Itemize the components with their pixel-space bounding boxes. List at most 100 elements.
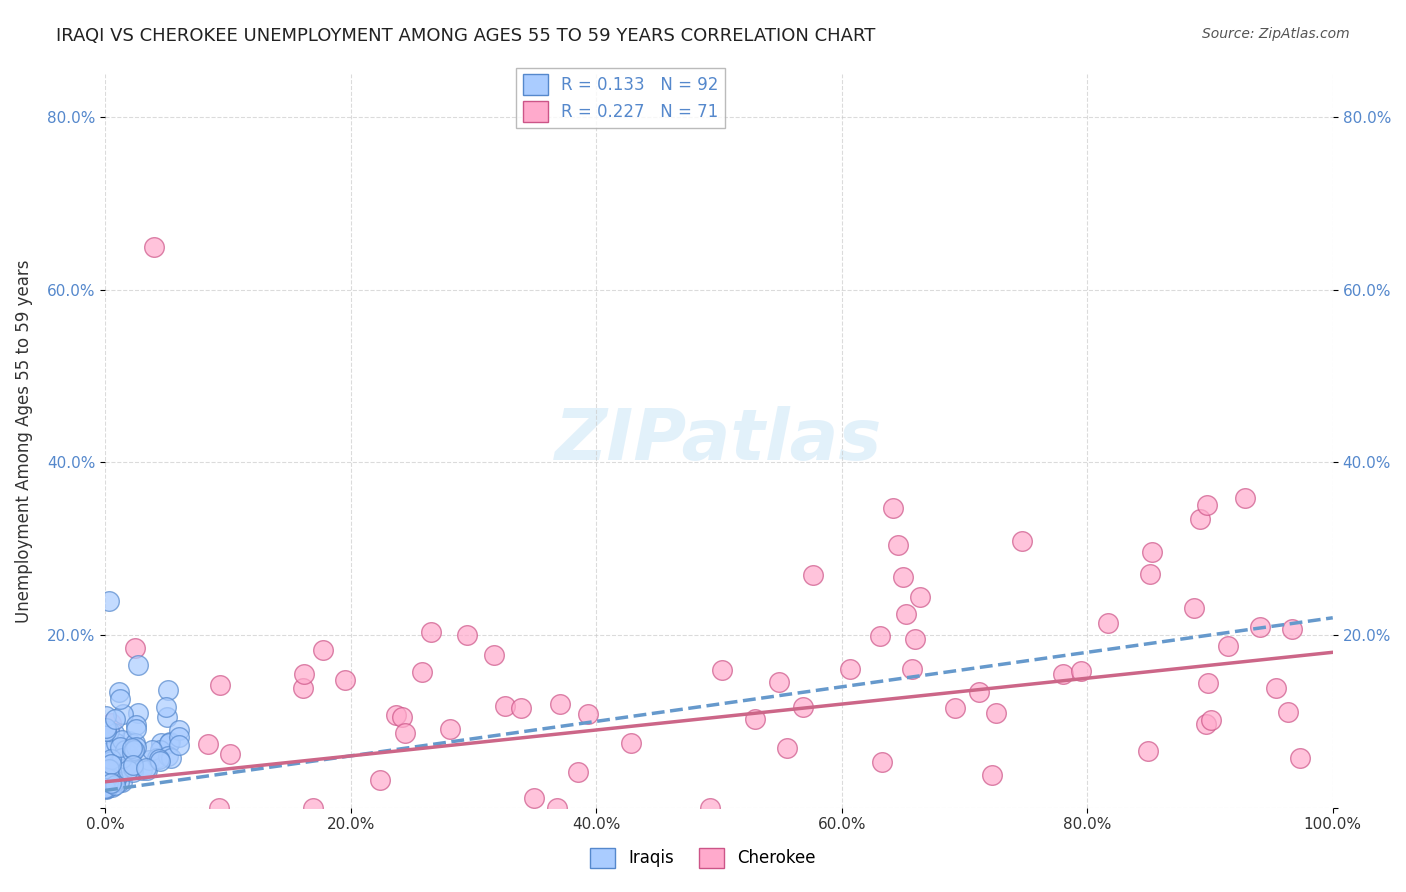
Point <box>156 748 179 763</box>
Legend: R = 0.133   N = 92, R = 0.227   N = 71: R = 0.133 N = 92, R = 0.227 N = 71 <box>516 68 725 128</box>
Point <box>98 723 121 738</box>
Point <box>117 747 139 761</box>
Point <box>149 754 172 768</box>
Point <box>101 780 124 794</box>
Point <box>1070 664 1092 678</box>
Point <box>1011 534 1033 549</box>
Point <box>1277 705 1299 719</box>
Point <box>891 570 914 584</box>
Point <box>96 781 118 796</box>
Point <box>121 745 143 759</box>
Point <box>894 607 917 621</box>
Point <box>100 762 122 776</box>
Point <box>391 710 413 724</box>
Point <box>776 740 799 755</box>
Point <box>127 658 149 673</box>
Point <box>1195 717 1218 731</box>
Point <box>121 761 143 775</box>
Point <box>97 593 120 607</box>
Point <box>111 758 134 772</box>
Point <box>98 773 121 788</box>
Point <box>100 764 122 778</box>
Point <box>104 778 127 792</box>
Point <box>96 782 118 797</box>
Point <box>1218 639 1240 653</box>
Point <box>292 667 315 681</box>
Point <box>1233 491 1256 506</box>
Point <box>711 663 734 677</box>
Point <box>122 764 145 779</box>
Point <box>98 773 121 788</box>
Point <box>167 723 190 737</box>
Point <box>149 736 172 750</box>
Y-axis label: Unemployment Among Ages 55 to 59 years: Unemployment Among Ages 55 to 59 years <box>15 259 32 623</box>
Point <box>97 768 120 782</box>
Point <box>97 779 120 793</box>
Point <box>209 678 232 692</box>
Point <box>124 640 146 655</box>
Point <box>104 772 127 786</box>
Point <box>385 707 408 722</box>
Point <box>1249 620 1271 634</box>
Point <box>969 685 991 699</box>
Point <box>744 712 766 726</box>
Point <box>103 772 125 787</box>
Point <box>1142 545 1164 559</box>
Point <box>111 733 134 747</box>
Point <box>1189 512 1212 526</box>
Point <box>100 776 122 790</box>
Point <box>135 761 157 775</box>
Point <box>124 736 146 750</box>
Point <box>94 721 117 735</box>
Point <box>122 743 145 757</box>
Point <box>546 800 568 814</box>
Point <box>94 780 117 795</box>
Point <box>494 699 516 714</box>
Point <box>567 764 589 779</box>
Point <box>131 763 153 777</box>
Point <box>100 755 122 769</box>
Point <box>1197 675 1219 690</box>
Point <box>218 747 240 761</box>
Point <box>1195 498 1218 512</box>
Point <box>125 739 148 754</box>
Point <box>111 706 134 721</box>
Point <box>96 779 118 793</box>
Point <box>419 625 441 640</box>
Point <box>103 726 125 740</box>
Point <box>94 724 117 739</box>
Point <box>103 775 125 789</box>
Point <box>1288 751 1310 765</box>
Point <box>108 691 131 706</box>
Point <box>111 765 134 780</box>
Point <box>94 709 117 723</box>
Point <box>97 767 120 781</box>
Point <box>904 632 927 647</box>
Point <box>94 773 117 788</box>
Text: Source: ZipAtlas.com: Source: ZipAtlas.com <box>1202 27 1350 41</box>
Point <box>100 776 122 790</box>
Point <box>886 538 908 552</box>
Point <box>510 701 533 715</box>
Point <box>111 774 134 789</box>
Point <box>108 775 131 789</box>
Point <box>838 662 860 676</box>
Point <box>105 736 128 750</box>
Point <box>108 739 131 754</box>
Point <box>107 757 129 772</box>
Point <box>105 758 128 772</box>
Point <box>620 736 643 750</box>
Point <box>121 740 143 755</box>
Point <box>394 726 416 740</box>
Point <box>149 743 172 757</box>
Point <box>111 751 134 765</box>
Point <box>576 707 599 722</box>
Point <box>107 684 129 698</box>
Point <box>311 643 333 657</box>
Text: IRAQI VS CHEROKEE UNEMPLOYMENT AMONG AGES 55 TO 59 YEARS CORRELATION CHART: IRAQI VS CHEROKEE UNEMPLOYMENT AMONG AGE… <box>56 27 876 45</box>
Point <box>160 751 183 765</box>
Point <box>117 763 139 777</box>
Point <box>167 731 190 745</box>
Point <box>411 665 433 680</box>
Point <box>1139 567 1161 582</box>
